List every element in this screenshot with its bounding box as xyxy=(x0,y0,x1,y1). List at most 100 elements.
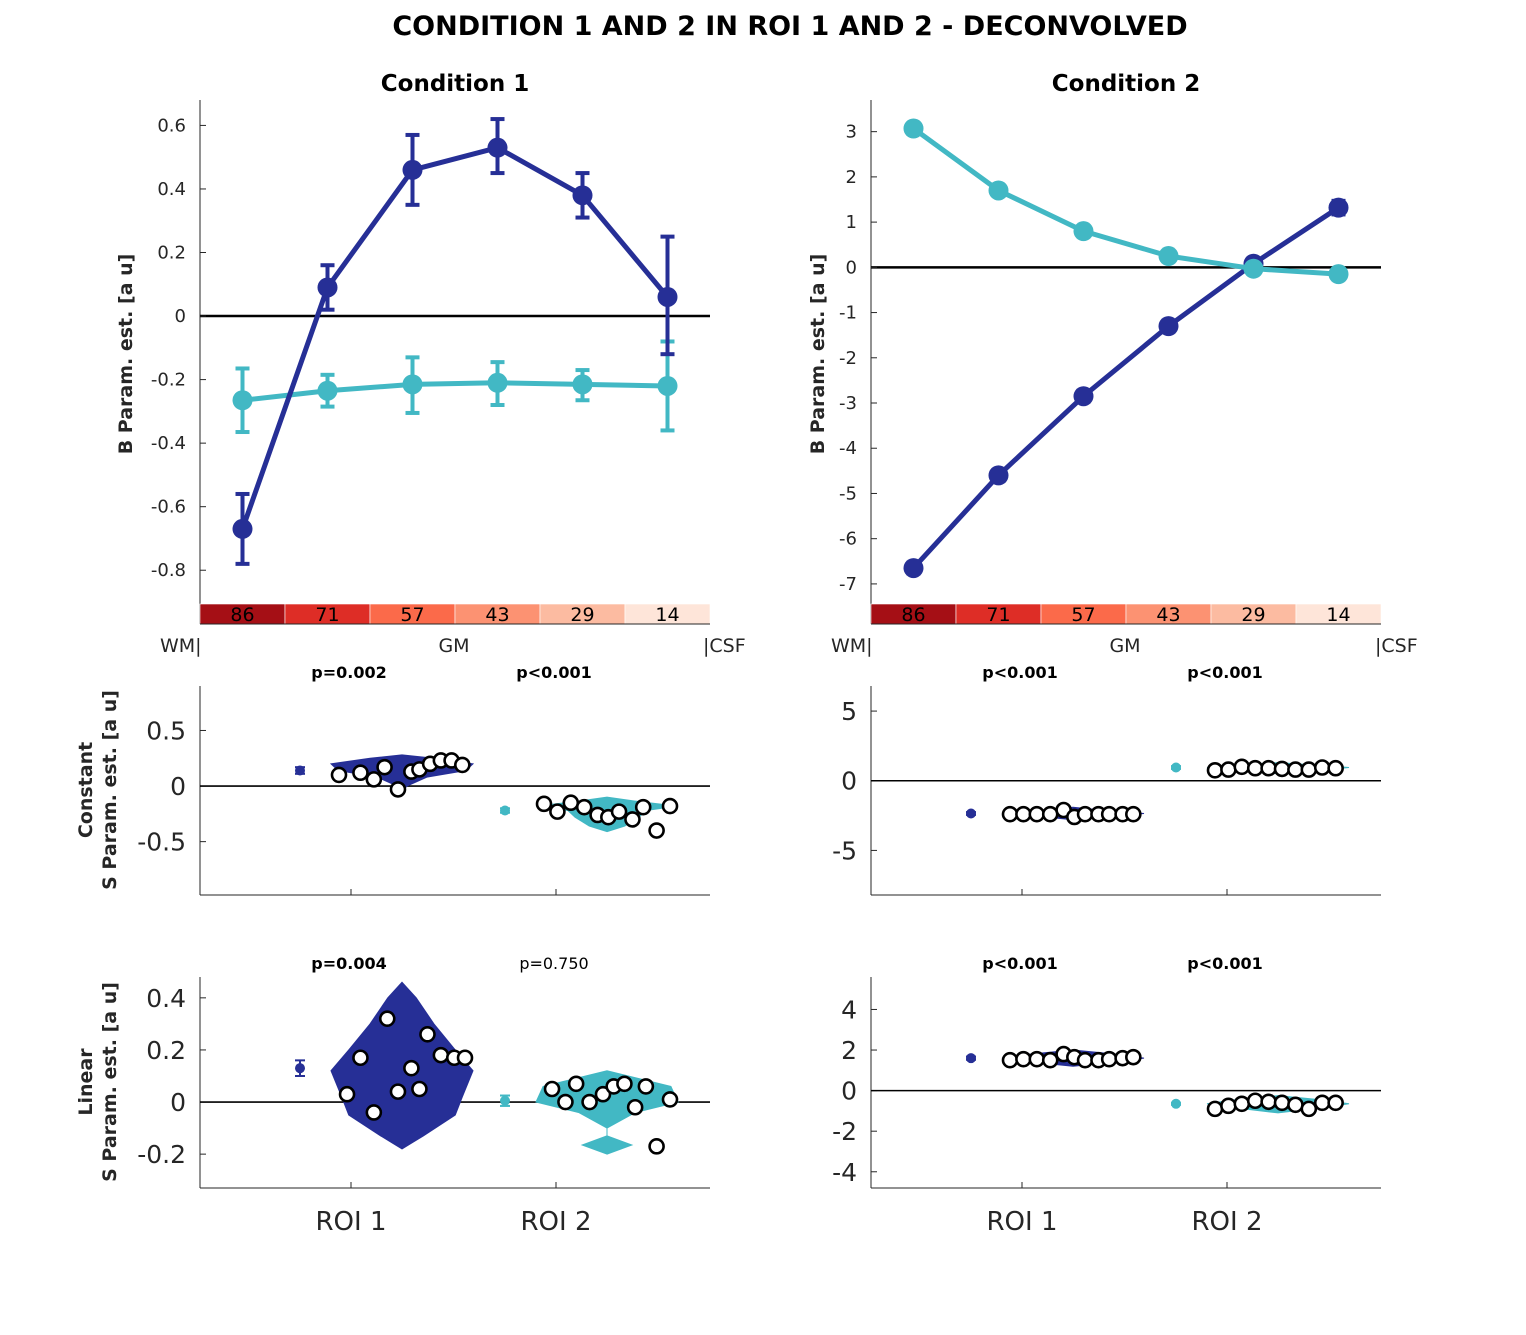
y-axis-title-linear-line1: Linear xyxy=(75,1048,97,1116)
p-value-label: p<0.001 xyxy=(1187,663,1262,682)
subject-point xyxy=(1327,1094,1344,1112)
x-tick-roi-1-left: ROI 1 xyxy=(315,1207,386,1237)
series-line-roi1 xyxy=(240,145,670,530)
subject-point xyxy=(411,1080,428,1098)
y-tick-label: -0.2 xyxy=(137,1140,186,1169)
y-tick-label: -5 xyxy=(832,836,857,865)
layer-label-wm-2: WM| xyxy=(831,635,873,657)
x-tick-roi-2-right: ROI 2 xyxy=(1191,1207,1262,1237)
y-tick-label: 5 xyxy=(841,697,857,726)
mean-point-roi2 xyxy=(500,805,510,816)
subject-point xyxy=(1313,1094,1331,1112)
subject-point xyxy=(1076,805,1094,823)
data-point-roi1 xyxy=(402,159,423,180)
y-tick-label: 0.2 xyxy=(146,1036,186,1065)
subject-point xyxy=(378,1010,396,1027)
p-value-label: p<0.001 xyxy=(516,663,591,682)
y-tick-label: -1 xyxy=(839,303,857,324)
data-point-roi2 xyxy=(232,390,253,411)
y-tick-label: -0.5 xyxy=(137,828,186,857)
colorbar-label: 57 xyxy=(1071,604,1095,626)
subject-point xyxy=(562,794,580,812)
subject-point xyxy=(1287,761,1304,778)
figure-title: CONDITION 1 AND 2 IN ROI 1 AND 2 - DECON… xyxy=(392,11,1187,42)
y-tick-label: 4 xyxy=(841,995,857,1024)
subject-point xyxy=(1028,805,1046,823)
subject-point xyxy=(610,803,628,820)
data-point-roi2 xyxy=(1328,264,1349,285)
y-tick-label: -0.4 xyxy=(151,433,186,454)
y-axis-title-profile-1: B Param. est. [a u] xyxy=(115,254,137,455)
panel-title-condition-2: Condition 2 xyxy=(1052,71,1200,97)
data-point-roi1 xyxy=(232,518,253,539)
subject-point xyxy=(1246,759,1264,777)
subject-point xyxy=(1233,758,1251,776)
constant-plot-condition-2: -5 0 5 p<0.001 p<0.001 xyxy=(832,663,1381,896)
subject-point xyxy=(389,1083,407,1100)
y-tick-label: 3 xyxy=(846,122,857,143)
subject-point xyxy=(1273,760,1291,778)
y-tick-label: 0.5 xyxy=(146,716,186,745)
subject-point xyxy=(389,781,407,798)
y-tick-label: 0 xyxy=(846,257,857,278)
y-tick-label: -5 xyxy=(839,483,857,504)
subject-point xyxy=(365,1104,383,1121)
subject-point xyxy=(352,764,369,782)
y-tick-label: 0.4 xyxy=(146,984,186,1013)
data-point-roi2 xyxy=(988,180,1009,201)
layer-label-gm-2: GM xyxy=(1109,635,1140,657)
subject-point xyxy=(1100,805,1118,823)
y-tick-label: -7 xyxy=(839,574,857,595)
subject-point xyxy=(456,1049,474,1067)
subject-point xyxy=(616,1075,633,1093)
subject-point xyxy=(648,1138,665,1155)
subject-point xyxy=(352,1049,369,1067)
data-point-roi1 xyxy=(317,277,338,298)
y-axis-title-linear-line2: S Param. est. [a u] xyxy=(99,982,121,1182)
data-point-roi2 xyxy=(1158,246,1179,267)
data-point-roi1 xyxy=(1158,316,1179,337)
subject-point xyxy=(626,1098,644,1116)
mean-point-roi1 xyxy=(966,808,976,819)
y-axis-title-profile-2: B Param. est. [a u] xyxy=(807,254,829,455)
y-tick-label: -0.6 xyxy=(151,497,186,518)
y-tick-label: 0 xyxy=(841,1077,857,1106)
data-point-roi2 xyxy=(1243,258,1264,279)
p-value-label: p=0.004 xyxy=(311,954,386,973)
subject-point xyxy=(419,1026,436,1043)
data-point-roi1 xyxy=(572,185,593,206)
subject-point xyxy=(403,1059,420,1077)
colorbar-label: 86 xyxy=(230,604,254,626)
subject-point xyxy=(575,798,593,816)
constant-plot-condition-1: -0.5 0 0.5 p=0.002 p<0.001 xyxy=(137,663,710,896)
data-point-roi1 xyxy=(657,286,678,307)
y-tick-label: -6 xyxy=(839,529,857,550)
y-tick-label: 2 xyxy=(841,1036,857,1065)
subject-point xyxy=(1220,761,1237,778)
subject-point xyxy=(557,1093,574,1111)
data-point-roi2 xyxy=(657,375,678,396)
x-tick-roi-2-left: ROI 2 xyxy=(520,1207,591,1237)
subject-point xyxy=(1246,1092,1264,1110)
subject-point xyxy=(1260,1093,1277,1111)
data-point-roi2 xyxy=(903,118,924,139)
subject-point xyxy=(543,1080,561,1098)
series-line-roi2 xyxy=(242,380,668,403)
subject-point xyxy=(1206,761,1224,779)
subject-point xyxy=(624,811,641,828)
subject-point xyxy=(1076,1051,1094,1069)
violin-roi1 xyxy=(330,981,474,1150)
subject-point xyxy=(1233,1095,1251,1113)
subject-point xyxy=(648,822,665,839)
subject-point xyxy=(376,758,393,776)
profile-plot-condition-2: -7 -6 -5 -4 -3 -2 -1 0 1 2 3 86 71 57 43 29 14 xyxy=(839,100,1382,626)
data-point-roi1 xyxy=(1073,386,1094,407)
y-tick-label: 0 xyxy=(170,1088,186,1117)
y-tick-label: 1 xyxy=(846,212,857,233)
x-tick-roi-1-right: ROI 1 xyxy=(986,1207,1057,1237)
p-value-label: p<0.001 xyxy=(982,954,1057,973)
data-point-roi1 xyxy=(1328,197,1349,218)
subject-point xyxy=(661,797,679,815)
y-tick-label: 0 xyxy=(170,772,186,801)
